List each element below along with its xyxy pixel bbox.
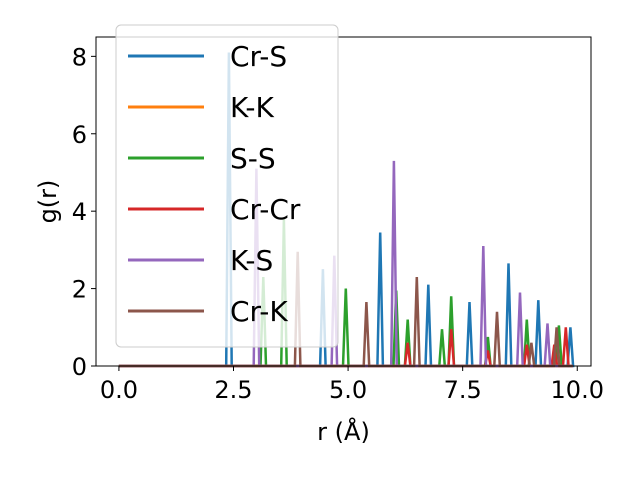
legend-label: Cr-Cr (230, 193, 301, 226)
y-axis: 0 2 4 6 8 (72, 43, 96, 381)
legend-label: S-S (230, 142, 276, 175)
y-axis-label: g(r) (34, 180, 62, 224)
legend-label: K-K (230, 91, 275, 124)
legend-box (115, 24, 339, 348)
x-axis: 0.0 2.5 5.0 7.5 10.0 (100, 366, 604, 404)
legend-label: K-S (230, 244, 273, 277)
x-axis-label: r (Å) (317, 417, 370, 446)
y-tick-label: 0 (72, 353, 87, 381)
y-tick-label: 8 (72, 43, 87, 71)
y-tick-label: 2 (72, 276, 87, 304)
legend: Cr-S K-K S-S Cr-Cr K-S Cr-K (115, 24, 339, 348)
x-tick-label: 2.5 (214, 376, 252, 404)
x-tick-label: 5.0 (329, 376, 367, 404)
legend-label: Cr-S (230, 40, 287, 73)
x-tick-label: 0.0 (100, 376, 138, 404)
x-tick-label: 7.5 (444, 376, 482, 404)
x-tick-label: 10.0 (551, 376, 604, 404)
plot-frame (95, 36, 592, 367)
legend-label: Cr-K (230, 295, 288, 328)
y-tick-label: 6 (72, 121, 87, 149)
y-tick-label: 4 (72, 198, 87, 226)
